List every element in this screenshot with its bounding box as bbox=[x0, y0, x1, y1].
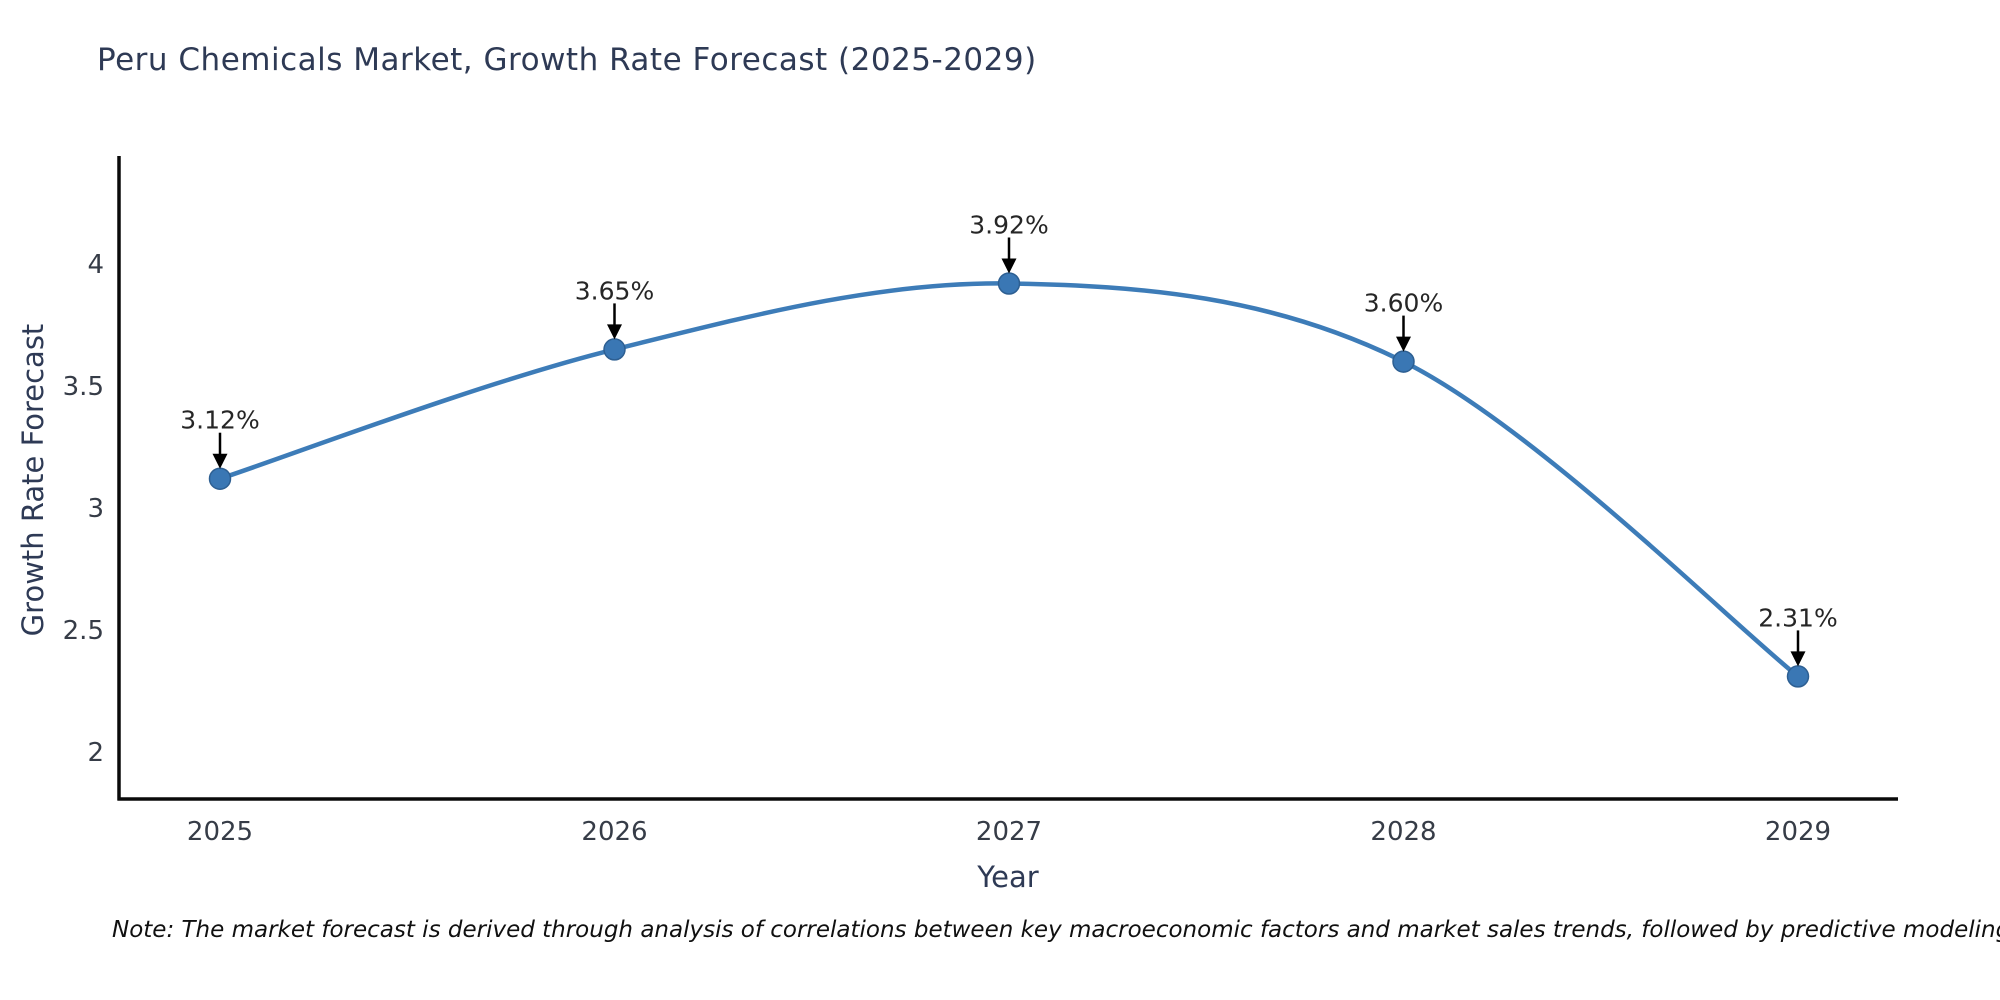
y-tick-label: 2.5 bbox=[63, 616, 104, 646]
x-tick-label: 2027 bbox=[976, 817, 1042, 847]
annotation-arrow-head bbox=[1790, 651, 1806, 667]
y-axis-title: Growth Rate Forecast bbox=[16, 323, 50, 637]
data-point-markers bbox=[208, 272, 1810, 688]
data-point-value-labels: 3.12% 3.65% 3.92% 3.60% 2.31% bbox=[180, 211, 1837, 633]
x-tick-label: 2028 bbox=[1370, 817, 1436, 847]
annotation-arrow-head bbox=[212, 453, 228, 469]
x-axis-title: Year bbox=[977, 860, 1039, 894]
x-tick-label: 2029 bbox=[1765, 817, 1831, 847]
data-point-marker bbox=[1786, 665, 1810, 688]
annotation-arrows bbox=[212, 237, 1806, 667]
data-point-value-label: 3.12% bbox=[180, 406, 259, 435]
annotation-arrow-head bbox=[1001, 258, 1017, 274]
data-point-value-label: 3.65% bbox=[575, 276, 654, 305]
y-axis-tick-labels: 2 2.5 3 3.5 4 bbox=[63, 250, 104, 768]
data-point-marker bbox=[997, 272, 1021, 295]
y-tick-label: 3.5 bbox=[63, 372, 104, 402]
data-point-marker bbox=[603, 338, 626, 361]
annotation-arrow-head bbox=[1396, 336, 1411, 352]
annotation-arrow-head bbox=[607, 324, 622, 340]
y-tick-label: 3 bbox=[87, 494, 104, 524]
y-tick-label: 2 bbox=[87, 738, 104, 768]
data-point-value-label: 3.60% bbox=[1364, 289, 1443, 318]
chart-title: Peru Chemicals Market, Growth Rate Forec… bbox=[97, 42, 1037, 78]
data-point-marker bbox=[208, 467, 232, 490]
x-tick-label: 2026 bbox=[581, 817, 647, 847]
data-point-value-label: 3.92% bbox=[969, 211, 1048, 240]
x-axis-tick-labels: 2025 2026 2027 2028 2029 bbox=[187, 817, 1831, 847]
y-tick-label: 4 bbox=[87, 250, 104, 280]
data-point-marker bbox=[1392, 350, 1415, 373]
data-point-value-label: 2.31% bbox=[1758, 603, 1837, 632]
footnote-text: Note: The market forecast is derived thr… bbox=[112, 917, 2000, 943]
x-tick-label: 2025 bbox=[187, 817, 253, 847]
forecast-line-series bbox=[217, 281, 1801, 679]
